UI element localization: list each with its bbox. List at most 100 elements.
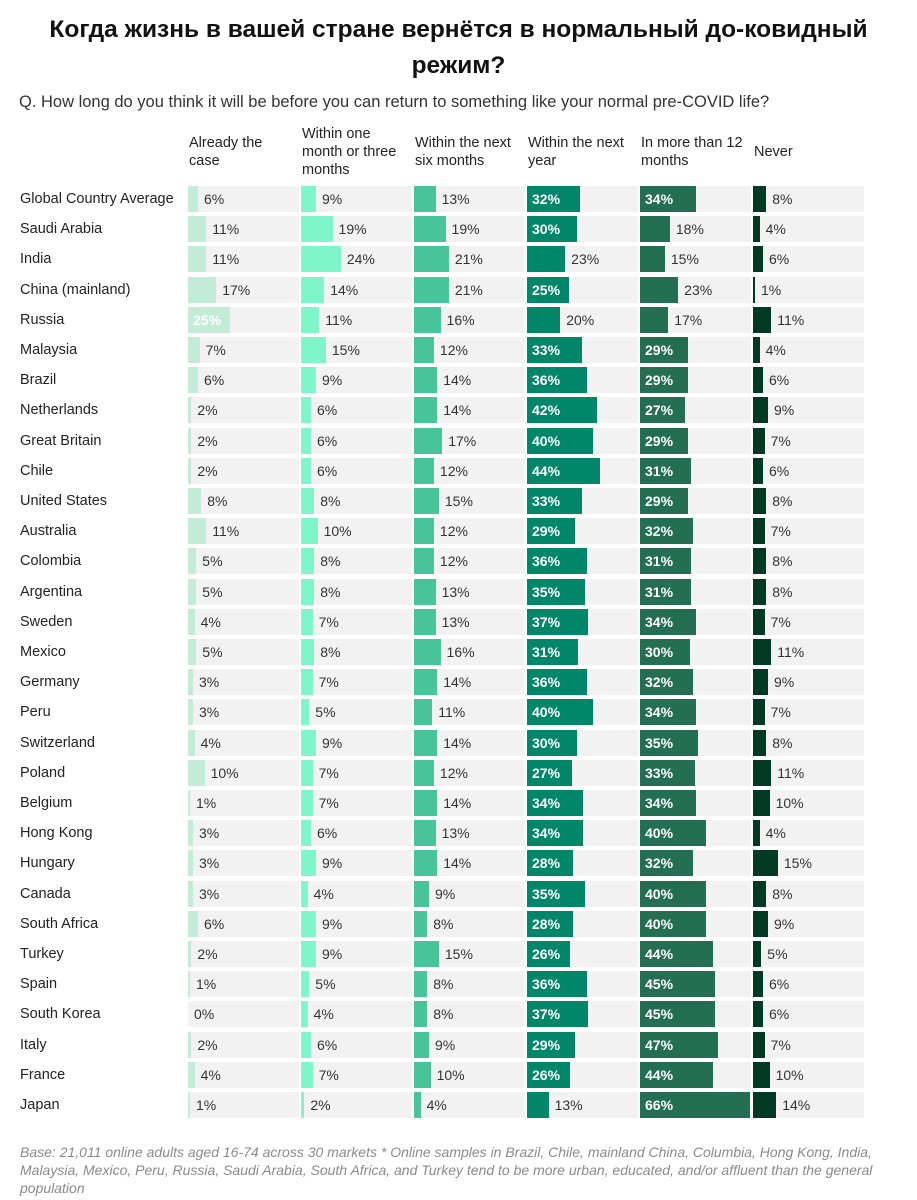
table-cell: 10% bbox=[301, 518, 412, 545]
data-bar bbox=[188, 427, 192, 454]
data-label: 32% bbox=[645, 855, 674, 872]
data-label: 12% bbox=[439, 342, 468, 358]
data-bar bbox=[414, 246, 449, 273]
data-bar bbox=[301, 971, 310, 998]
data-bar bbox=[301, 578, 315, 605]
data-bar bbox=[640, 186, 697, 212]
data-label: 40% bbox=[645, 915, 674, 932]
data-bar bbox=[753, 880, 767, 907]
data-label: 6% bbox=[203, 915, 225, 932]
table-cell: 30% bbox=[527, 729, 638, 756]
table-cell: 25% bbox=[527, 276, 638, 303]
column-header: Within the next year bbox=[528, 135, 624, 169]
data-bar bbox=[527, 608, 589, 635]
data-bar bbox=[188, 1031, 192, 1058]
data-label: 9% bbox=[321, 734, 343, 751]
data-label: 17% bbox=[674, 311, 703, 328]
data-label: 37% bbox=[532, 1006, 561, 1023]
table-cell: 9% bbox=[414, 880, 525, 907]
chart-subtitle: Q. How long do you think it will be befo… bbox=[19, 93, 770, 111]
table-cell: 34% bbox=[640, 790, 751, 816]
data-bar bbox=[414, 306, 441, 333]
table-cell: 5% bbox=[301, 699, 412, 726]
table-cell: 1% bbox=[188, 1092, 299, 1118]
table-cell: 17% bbox=[414, 427, 525, 454]
data-label: 32% bbox=[532, 191, 561, 207]
table-cell: 37% bbox=[527, 1001, 638, 1028]
data-label: 36% bbox=[532, 372, 561, 389]
data-label: 6% bbox=[316, 402, 338, 419]
data-label: 17% bbox=[448, 432, 477, 449]
table-cell: 4% bbox=[301, 1001, 412, 1028]
table-cell: 32% bbox=[527, 186, 638, 212]
data-label: 8% bbox=[433, 976, 454, 993]
table-cell: 33% bbox=[527, 488, 638, 514]
table-cell: 35% bbox=[527, 880, 638, 907]
data-bar bbox=[640, 427, 689, 454]
table-cell: 1% bbox=[188, 971, 299, 998]
table-cell: 6% bbox=[301, 1031, 412, 1058]
table-cell: 11% bbox=[414, 699, 525, 726]
table-cell: 30% bbox=[640, 639, 751, 665]
data-bar bbox=[301, 1031, 311, 1058]
data-label: 40% bbox=[532, 432, 561, 449]
data-bar bbox=[527, 427, 594, 454]
table-cell: 4% bbox=[188, 1061, 299, 1088]
data-label: 6% bbox=[316, 462, 338, 479]
data-bar bbox=[640, 488, 689, 514]
table-cell: 1% bbox=[188, 790, 299, 816]
data-bar bbox=[640, 397, 685, 424]
data-bar bbox=[188, 639, 197, 665]
data-label: 6% bbox=[768, 251, 790, 268]
table-cell: 7% bbox=[753, 427, 864, 454]
table-cell: 7% bbox=[301, 608, 412, 635]
table-cell: 32% bbox=[640, 850, 751, 877]
data-bar bbox=[188, 820, 193, 847]
table-cell: 26% bbox=[527, 1061, 638, 1088]
data-bar bbox=[301, 457, 311, 484]
data-bar bbox=[414, 1092, 421, 1118]
data-label: 10% bbox=[210, 764, 239, 781]
row-label: Great Britain bbox=[20, 432, 102, 449]
table-cell: 34% bbox=[527, 790, 638, 816]
data-label: 7% bbox=[318, 613, 339, 630]
row-label: Chile bbox=[20, 462, 54, 479]
data-bar bbox=[188, 880, 193, 907]
data-label: 36% bbox=[532, 553, 561, 570]
data-label: 27% bbox=[645, 402, 674, 419]
data-label: 8% bbox=[320, 583, 341, 600]
data-bar bbox=[414, 337, 434, 363]
data-label: 34% bbox=[645, 191, 674, 207]
table-cell: 17% bbox=[640, 306, 751, 333]
table-cell: 44% bbox=[640, 1061, 751, 1088]
data-bar bbox=[753, 608, 765, 635]
table-cell: 6% bbox=[188, 910, 299, 937]
table-cell: 10% bbox=[753, 1061, 864, 1088]
table-cell: 34% bbox=[640, 608, 751, 635]
data-bar bbox=[188, 216, 207, 243]
data-label: 44% bbox=[532, 462, 561, 479]
data-bar bbox=[414, 548, 434, 575]
data-bar bbox=[301, 820, 311, 847]
row-label: South Korea bbox=[20, 1006, 101, 1023]
table-cell: 32% bbox=[640, 669, 751, 696]
table-cell: 36% bbox=[527, 669, 638, 696]
table-cell: 34% bbox=[640, 186, 751, 212]
data-label: 21% bbox=[454, 281, 483, 298]
data-bar bbox=[753, 639, 772, 665]
data-label: 29% bbox=[645, 432, 674, 449]
data-bar bbox=[753, 910, 768, 937]
data-bar bbox=[301, 1061, 313, 1088]
row-label: France bbox=[20, 1066, 66, 1083]
table-cell: 45% bbox=[640, 1001, 751, 1028]
table-cell: 34% bbox=[527, 820, 638, 847]
table-cell: 5% bbox=[188, 548, 299, 575]
data-bar bbox=[753, 578, 767, 605]
row-label: Germany bbox=[20, 674, 80, 691]
table-cell: 5% bbox=[301, 971, 412, 998]
data-bar bbox=[301, 246, 341, 273]
data-bar bbox=[188, 457, 192, 484]
column-header: Never bbox=[754, 144, 793, 160]
data-bar bbox=[753, 820, 760, 847]
data-bar bbox=[527, 1092, 549, 1118]
